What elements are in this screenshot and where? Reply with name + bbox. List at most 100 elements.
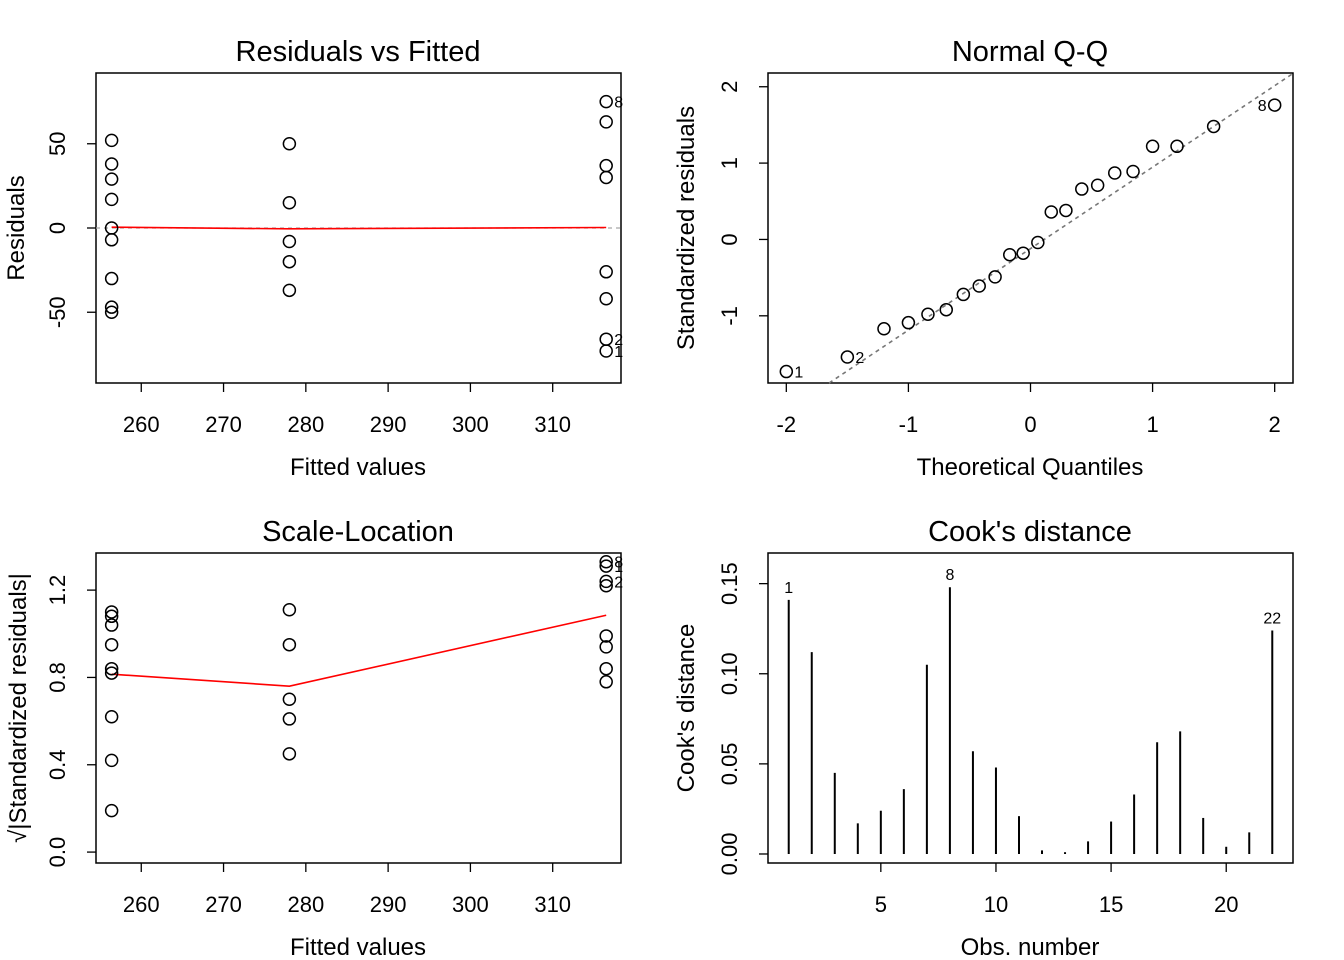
data-point — [282, 195, 297, 210]
data-point — [282, 603, 297, 617]
data-point — [1090, 178, 1105, 192]
bar-label: 1 — [784, 580, 793, 597]
x-tick-label: 20 — [1214, 892, 1238, 917]
data-point — [840, 350, 855, 364]
data-point — [282, 137, 297, 151]
data-point — [1016, 246, 1030, 260]
x-tick-label: 1 — [1146, 412, 1158, 437]
data-point — [599, 344, 613, 358]
y-tick-label: 0.00 — [717, 833, 742, 876]
y-tick-label: 1 — [717, 157, 742, 169]
y-tick-label: 0.8 — [45, 662, 70, 693]
data-point — [104, 271, 119, 286]
x-tick-label: 10 — [984, 892, 1008, 917]
x-tick-label: 270 — [205, 412, 242, 437]
data-point — [104, 300, 119, 314]
x-axis-label: Theoretical Quantiles — [917, 454, 1144, 481]
y-tick-label: -1 — [717, 306, 742, 326]
data-point — [104, 618, 119, 632]
qq-reference-line — [828, 72, 1295, 384]
data-point — [282, 254, 297, 269]
data-point — [1002, 247, 1017, 262]
x-tick-label: 260 — [123, 892, 160, 917]
data-point — [1267, 98, 1282, 112]
scale-location-panel: Scale-Location Fitted values √|Standardi… — [5, 516, 623, 960]
panel-title: Normal Q-Q — [952, 36, 1108, 68]
bar-label: 22 — [1263, 611, 1281, 628]
data-point — [104, 157, 119, 171]
bar-label: 8 — [945, 567, 954, 584]
plot-frame — [767, 552, 1294, 864]
data-point — [1059, 203, 1073, 218]
y-tick-label: 0.4 — [45, 749, 70, 780]
data-point — [599, 170, 613, 185]
y-tick-label: 1.2 — [45, 575, 70, 606]
x-tick-label: 310 — [534, 412, 571, 437]
y-tick-label: 0.05 — [717, 742, 742, 785]
y-tick-label: 0 — [717, 233, 742, 245]
y-axis-label: Residuals — [3, 175, 30, 280]
x-tick-label: 280 — [287, 412, 324, 437]
data-point — [104, 609, 119, 624]
x-axis-label: Fitted values — [290, 454, 426, 481]
x-tick-label: 300 — [452, 412, 489, 437]
x-tick-label: 270 — [205, 892, 242, 917]
data-point — [1031, 235, 1045, 250]
data-point — [599, 292, 613, 306]
data-point — [282, 234, 297, 249]
x-tick-label: 300 — [452, 892, 489, 917]
x-tick-label: 310 — [534, 892, 571, 917]
data-point — [104, 666, 119, 680]
cooks-distance-panel: Cook's distance Obs. number Cook's dista… — [673, 516, 1294, 960]
data-point — [779, 364, 794, 379]
x-tick-label: 280 — [287, 892, 324, 917]
panel-title: Scale-Location — [262, 516, 454, 548]
data-point — [939, 302, 954, 317]
x-axis-label: Obs. number — [961, 934, 1100, 960]
data-point — [921, 307, 935, 322]
x-tick-label: -2 — [777, 412, 797, 437]
data-point — [877, 322, 891, 336]
data-point — [1107, 166, 1122, 180]
data-point — [988, 270, 1002, 284]
data-point — [104, 233, 119, 247]
data-point — [104, 192, 119, 207]
data-point — [956, 287, 971, 302]
panel-title: Cook's distance — [928, 516, 1132, 548]
x-tick-label: -1 — [899, 412, 919, 437]
data-point — [1170, 139, 1184, 154]
y-tick-label: 0.10 — [717, 652, 742, 695]
data-point — [104, 637, 119, 652]
data-point — [1126, 164, 1140, 179]
data-point — [104, 709, 119, 724]
y-axis-label: Standardized residuals — [673, 106, 700, 350]
y-axis-label: √|Standardized residuals| — [5, 573, 32, 843]
point-label: 1 — [614, 344, 623, 361]
data-point — [599, 265, 613, 279]
panel-title: Residuals vs Fitted — [236, 36, 481, 68]
data-point — [1075, 182, 1089, 196]
data-point — [901, 315, 916, 330]
data-point — [1206, 119, 1221, 134]
smooth-trend-line — [111, 226, 607, 230]
point-label: 2 — [614, 574, 623, 591]
y-tick-label: 0 — [45, 222, 70, 234]
y-tick-label: -50 — [45, 296, 70, 328]
data-point — [1145, 139, 1160, 154]
data-point — [972, 279, 986, 293]
data-point — [282, 692, 297, 707]
data-point — [104, 305, 119, 319]
x-tick-label: 290 — [370, 892, 407, 917]
data-point — [282, 637, 297, 652]
data-point — [104, 605, 119, 619]
plot-frame — [95, 552, 622, 864]
data-point — [1044, 205, 1059, 219]
data-point — [599, 115, 613, 129]
smooth-trend-line — [111, 614, 607, 687]
x-tick-label: 2 — [1269, 412, 1281, 437]
data-point — [599, 578, 613, 593]
point-label: 1 — [614, 559, 623, 576]
x-tick-label: 260 — [123, 412, 160, 437]
